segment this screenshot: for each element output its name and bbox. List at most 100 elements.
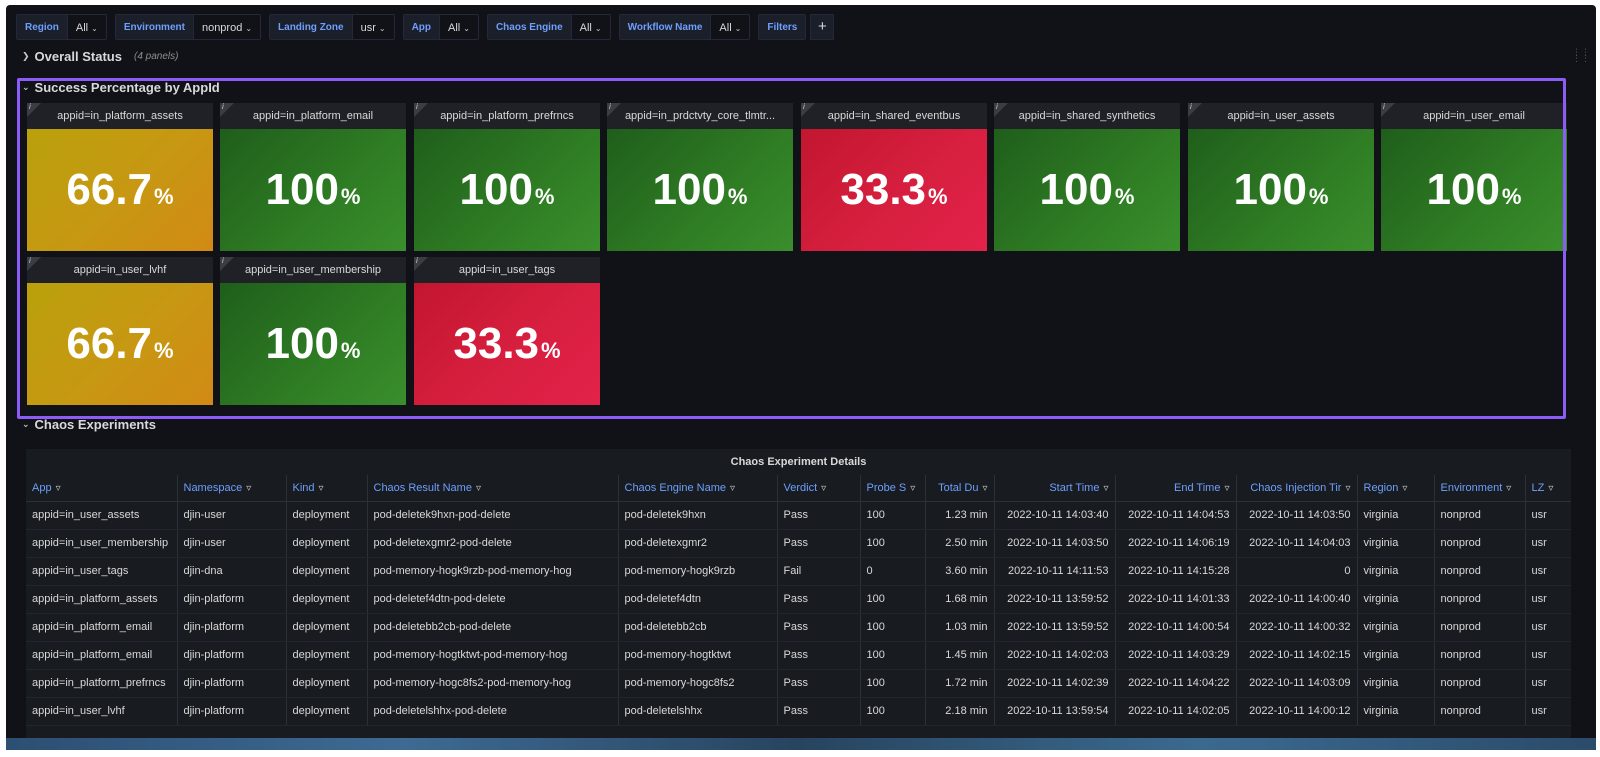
chaos-experiment-table: App ▿ Namespace ▿ Kind ▿ Chaos Result Name ▿ Cha… <box>26 475 1571 726</box>
filter-icon[interactable]: ▿ <box>982 482 988 494</box>
variable-dropdown[interactable]: All ⌄ <box>67 14 107 40</box>
info-icon[interactable]: i <box>1383 103 1385 111</box>
table-cell: 2.18 min <box>925 697 995 726</box>
stat-unit: % <box>154 338 174 363</box>
stat-panel[interactable]: i appid=in_prdctvty_core_tlmtr... 100% <box>607 103 793 251</box>
filter-icon[interactable]: ▿ <box>1548 482 1554 494</box>
variable-chaos-engine[interactable]: Chaos Engine All ⌄ <box>486 14 611 40</box>
filter-icon[interactable]: ▿ <box>1506 482 1512 494</box>
column-header[interactable]: Probe S ▿ <box>860 475 926 502</box>
info-corner[interactable] <box>414 103 428 117</box>
column-header[interactable]: App ▿ <box>26 475 178 502</box>
filter-icon[interactable]: ▿ <box>318 482 324 494</box>
row-overall-status[interactable]: ❯ Overall Status (4 panels) <box>22 49 178 64</box>
table-row[interactable]: appid=in_user_lvhf djin-platform deploymen… <box>26 697 1571 726</box>
column-header[interactable]: Chaos Engine Name ▿ <box>618 475 778 502</box>
info-icon[interactable]: i <box>996 103 998 111</box>
filter-icon[interactable]: ▿ <box>910 482 916 494</box>
stat-panel[interactable]: i appid=in_user_assets 100% <box>1188 103 1374 251</box>
info-corner[interactable] <box>1188 103 1202 117</box>
row-chaos-experiments[interactable]: ⌄ Chaos Experiments <box>22 417 156 432</box>
table-cell: 2022-10-11 13:59:52 <box>994 585 1116 614</box>
variable-app[interactable]: App All ⌄ <box>402 14 479 40</box>
info-icon[interactable]: i <box>609 103 611 111</box>
info-icon[interactable]: i <box>416 103 418 111</box>
filter-icon[interactable]: ▿ <box>730 482 736 494</box>
variable-region[interactable]: Region All ⌄ <box>16 14 107 40</box>
column-header[interactable]: Verdict ▿ <box>777 475 861 502</box>
filter-icon[interactable]: ▿ <box>1345 482 1351 494</box>
filter-icon[interactable]: ▿ <box>475 482 481 494</box>
table-row[interactable]: appid=in_platform_prefrncs djin-platform d… <box>26 669 1571 698</box>
info-corner[interactable] <box>607 103 621 117</box>
row-success-percentage[interactable]: ⌄ Success Percentage by AppId <box>22 80 220 95</box>
variable-workflow-name[interactable]: Workflow Name All ⌄ <box>618 14 751 40</box>
table-row[interactable]: appid=in_user_assets djin-user deployment p… <box>26 501 1571 530</box>
info-corner[interactable] <box>27 103 41 117</box>
column-header[interactable]: Total Du ▿ <box>925 475 995 502</box>
table-row[interactable]: appid=in_platform_assets djin-platform dep… <box>26 585 1571 614</box>
stat-panel[interactable]: i appid=in_shared_synthetics 100% <box>994 103 1180 251</box>
info-icon[interactable]: i <box>29 103 31 111</box>
filter-icon[interactable]: ▿ <box>821 482 827 494</box>
table-cell: usr <box>1525 529 1571 558</box>
info-icon[interactable]: i <box>222 257 224 265</box>
column-header[interactable]: Environment ▿ <box>1434 475 1526 502</box>
column-header[interactable]: Region ▿ <box>1357 475 1435 502</box>
info-corner[interactable] <box>1381 103 1395 117</box>
stat-panel[interactable]: i appid=in_user_tags 33.3% <box>414 257 600 405</box>
info-corner[interactable] <box>220 103 234 117</box>
column-header[interactable]: Chaos Result Name ▿ <box>367 475 619 502</box>
filter-icon[interactable]: ▿ <box>55 482 61 494</box>
info-icon[interactable]: i <box>222 103 224 111</box>
stat-panel-header: i appid=in_shared_synthetics <box>994 103 1180 129</box>
stat-panel[interactable]: i appid=in_shared_eventbus 33.3% <box>801 103 987 251</box>
column-header[interactable]: Chaos Injection Tir ▿ <box>1236 475 1358 502</box>
info-icon[interactable]: i <box>803 103 805 111</box>
stat-panel[interactable]: i appid=in_user_email 100% <box>1381 103 1567 251</box>
column-header[interactable]: Kind ▿ <box>286 475 368 502</box>
selection-highlight <box>17 78 1566 419</box>
variable-dropdown[interactable]: usr ⌄ <box>352 14 395 40</box>
filter-icon[interactable]: ▿ <box>1224 482 1230 494</box>
filter-icon[interactable]: ▿ <box>246 482 252 494</box>
column-header[interactable]: LZ ▿ <box>1525 475 1571 502</box>
table-row[interactable]: appid=in_user_membership djin-user deploym… <box>26 529 1571 558</box>
table-row[interactable]: appid=in_user_tags djin-dna deployment pod-… <box>26 557 1571 586</box>
variable-filters[interactable]: Filters <box>758 14 807 40</box>
stat-panel[interactable]: i appid=in_platform_email 100% <box>220 103 406 251</box>
variable-dropdown[interactable]: All ⌄ <box>711 14 751 40</box>
table-row[interactable]: appid=in_platform_email djin-platform depl… <box>26 613 1571 642</box>
add-filter-button[interactable]: + <box>810 14 835 40</box>
table-row[interactable]: appid=in_platform_email djin-platform depl… <box>26 641 1571 670</box>
table-cell: 2022-10-11 14:01:33 <box>1115 585 1237 614</box>
stat-panel[interactable]: i appid=in_user_membership 100% <box>220 257 406 405</box>
filter-icon[interactable]: ▿ <box>1402 482 1408 494</box>
table-cell: 2022-10-11 14:03:50 <box>1236 501 1358 530</box>
stat-value: 100 <box>265 165 339 214</box>
variable-dropdown[interactable]: nonprod ⌄ <box>193 14 262 40</box>
stat-panel[interactable]: i appid=in_user_lvhf 66.7% <box>27 257 213 405</box>
column-header[interactable]: Start Time ▿ <box>994 475 1116 502</box>
variable-environment[interactable]: Environment nonprod ⌄ <box>114 14 262 40</box>
variable-dropdown[interactable]: All ⌄ <box>571 14 611 40</box>
variable-landing-zone[interactable]: Landing Zone usr ⌄ <box>269 14 395 40</box>
stat-panel-header: i appid=in_platform_prefrncs <box>414 103 600 129</box>
info-corner[interactable] <box>994 103 1008 117</box>
info-corner[interactable] <box>414 257 428 271</box>
info-corner[interactable] <box>801 103 815 117</box>
drag-handle-icon[interactable]: ⋮⋮ ⋮⋮ <box>1572 47 1590 63</box>
column-header[interactable]: End Time ▿ <box>1115 475 1237 502</box>
info-icon[interactable]: i <box>416 257 418 265</box>
stat-panel[interactable]: i appid=in_platform_assets 66.7% <box>27 103 213 251</box>
info-corner[interactable] <box>27 257 41 271</box>
info-icon[interactable]: i <box>1190 103 1192 111</box>
table-cell: 100 <box>860 669 926 698</box>
column-header[interactable]: Namespace ▿ <box>177 475 287 502</box>
info-corner[interactable] <box>220 257 234 271</box>
stat-panel[interactable]: i appid=in_platform_prefrncs 100% <box>414 103 600 251</box>
info-icon[interactable]: i <box>29 257 31 265</box>
table-cell: 2022-10-11 14:04:03 <box>1236 529 1358 558</box>
filter-icon[interactable]: ▿ <box>1103 482 1109 494</box>
variable-dropdown[interactable]: All ⌄ <box>440 14 479 40</box>
